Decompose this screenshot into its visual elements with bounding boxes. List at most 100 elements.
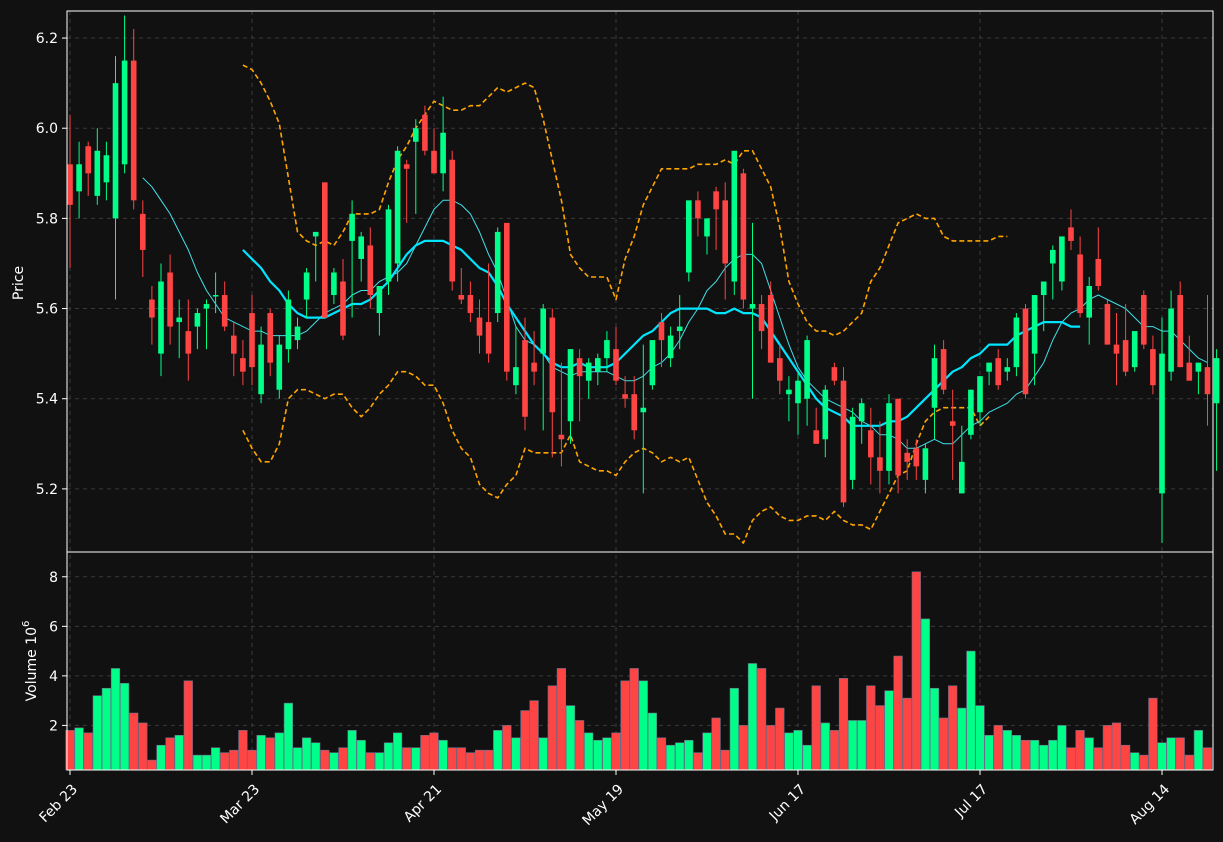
candle-body	[458, 295, 465, 300]
candle-body	[303, 272, 310, 300]
candle-body	[749, 304, 756, 309]
candle-body	[913, 448, 920, 467]
candle-body	[1204, 367, 1211, 395]
volume-bar	[611, 732, 621, 771]
volume-bar	[602, 737, 612, 771]
volume-bar	[993, 725, 1003, 771]
volume-bar	[265, 737, 275, 771]
price-tick-label: 5.4	[36, 392, 58, 408]
volume-bar	[684, 739, 694, 771]
candle-body	[312, 231, 319, 237]
candle-body	[294, 326, 301, 341]
volume-bar	[1157, 742, 1167, 771]
candle-body	[1150, 349, 1156, 386]
candle-body	[977, 376, 983, 413]
candle-body	[667, 335, 674, 359]
volume-bar	[1139, 754, 1149, 771]
volume-bar	[747, 663, 758, 771]
candle-body	[76, 164, 82, 192]
candle-body	[795, 380, 801, 404]
volume-bar	[365, 752, 375, 771]
volume-bar	[1111, 722, 1122, 771]
volume-tick-label: 4	[49, 669, 58, 685]
candle-body	[995, 358, 1001, 386]
volume-bar	[893, 655, 903, 771]
candle-body	[240, 358, 246, 372]
volume-bar	[1184, 754, 1194, 771]
volume-bar	[693, 752, 703, 771]
volume-bar	[620, 680, 630, 771]
candle-body	[103, 155, 110, 183]
volume-bar	[766, 725, 776, 771]
price-tick-label: 5.8	[36, 211, 58, 227]
volume-bar	[483, 749, 494, 771]
volume-bar	[502, 725, 512, 771]
candle-body	[695, 200, 701, 219]
candle-body	[558, 434, 565, 440]
volume-bar	[902, 697, 912, 771]
volume-bar	[392, 732, 403, 771]
volume-bar	[920, 618, 930, 771]
candle-body	[158, 281, 164, 354]
volume-bar	[911, 571, 921, 771]
volume-bar	[1075, 730, 1085, 771]
volume-bar	[1057, 725, 1067, 771]
volume-bar	[875, 705, 885, 771]
candle-body	[85, 146, 91, 174]
volume-bar	[565, 705, 576, 771]
volume-bar	[511, 737, 521, 771]
gridlines	[67, 11, 1213, 770]
candle-body	[576, 358, 583, 377]
volume-bar	[456, 747, 466, 771]
volume-axis-label-text: Volume 10	[24, 627, 40, 701]
candle-body	[1077, 254, 1083, 314]
candle-body	[649, 340, 656, 386]
volume-bar	[1121, 744, 1131, 771]
volume-bar	[756, 668, 767, 771]
volume-bar	[665, 744, 676, 771]
volume-bar	[556, 668, 566, 771]
candle-body	[758, 304, 765, 332]
candle-body	[1086, 286, 1092, 318]
volume-bar	[74, 727, 84, 771]
volume-bar	[220, 752, 230, 771]
volume-bar	[574, 720, 585, 771]
volume-bar	[274, 732, 284, 771]
candle-body	[94, 150, 101, 196]
candle-body	[203, 304, 210, 309]
volume-bar	[256, 735, 266, 771]
candle-body	[940, 349, 947, 390]
candle-body	[1013, 317, 1020, 368]
candle-body	[877, 457, 883, 471]
volume-bar	[201, 754, 212, 771]
price-axis-label: Price	[11, 266, 27, 300]
candle-body	[986, 362, 992, 372]
volume-bar	[1148, 697, 1158, 771]
candle-body	[777, 358, 783, 381]
volume-panel-frame	[66, 551, 1214, 771]
lower-band-line	[242, 370, 990, 544]
price-tick-label: 5.6	[36, 302, 58, 318]
candle-body	[440, 132, 446, 174]
price-tick-label: 6.2	[36, 31, 58, 47]
candle-body	[613, 349, 619, 381]
candle-body	[595, 358, 601, 372]
volume-bar	[356, 739, 366, 771]
volume-bar	[838, 678, 849, 771]
candle-body	[676, 326, 683, 332]
candle-body	[622, 394, 628, 399]
volume-tick-label: 8	[49, 570, 58, 586]
volume-bar	[374, 752, 385, 771]
candle-body	[1040, 281, 1047, 296]
candle-body	[513, 367, 519, 386]
volume-bar	[975, 705, 985, 771]
y-axis-ticks: 5.2 5.4 5.6 5.8 6.0 6.2 2 4 6 8	[36, 31, 67, 734]
volume-bar	[1020, 739, 1031, 771]
volume-bar	[702, 732, 712, 771]
price-tick-label: 5.2	[36, 482, 58, 498]
candle-body	[1141, 295, 1147, 345]
volume-bar	[929, 687, 940, 771]
volume-bar	[584, 732, 594, 771]
volume-bar	[711, 717, 721, 771]
candle-body	[1113, 344, 1120, 354]
